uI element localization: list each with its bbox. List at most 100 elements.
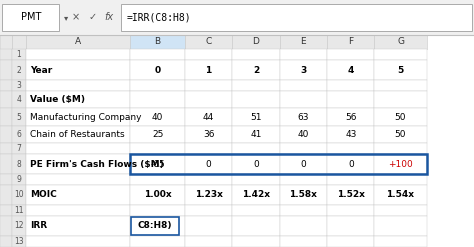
Bar (26, 91, 130, 108)
Bar (0, 35, 474, 247)
Bar (280, 205, 327, 216)
Bar (232, 49, 280, 60)
Text: 5: 5 (17, 113, 21, 122)
Text: 0: 0 (348, 160, 354, 169)
Text: 40: 40 (152, 113, 163, 122)
Bar (327, 143, 374, 154)
Bar (130, 236, 185, 247)
Text: G: G (397, 37, 404, 46)
Bar (232, 60, 280, 80)
Bar (280, 174, 327, 185)
Bar (26, 185, 130, 205)
Bar (280, 154, 327, 174)
Bar (12, 108, 26, 126)
Bar (0, 216, 12, 236)
Bar (130, 80, 185, 91)
Bar (26, 174, 130, 185)
Bar (280, 60, 327, 80)
Bar (185, 216, 232, 236)
Bar (12, 126, 26, 143)
Text: 1.23x: 1.23x (195, 190, 222, 200)
Bar (130, 126, 185, 143)
Text: ✓: ✓ (88, 12, 97, 22)
Text: 2: 2 (17, 66, 21, 75)
Text: PMT: PMT (21, 12, 41, 22)
Text: 7: 7 (17, 144, 21, 153)
Bar (26, 80, 130, 91)
Bar (0, 185, 12, 205)
Bar (232, 143, 280, 154)
FancyBboxPatch shape (131, 217, 179, 235)
Bar (0, 91, 12, 108)
Bar (327, 174, 374, 185)
Bar (374, 35, 427, 49)
Text: 50: 50 (395, 130, 406, 139)
Text: IRR: IRR (30, 221, 47, 230)
Bar (374, 108, 427, 126)
Bar (0, 0, 474, 35)
Bar (12, 205, 26, 216)
Bar (130, 108, 185, 126)
Text: 11: 11 (14, 206, 24, 215)
Bar (327, 126, 374, 143)
Bar (327, 91, 374, 108)
Text: 41: 41 (250, 130, 262, 139)
Bar (374, 126, 427, 143)
Bar (2, 4, 59, 31)
Bar (26, 126, 130, 143)
Text: 3: 3 (300, 66, 307, 75)
Text: 1.42x: 1.42x (242, 190, 270, 200)
Bar (327, 236, 374, 247)
Bar (12, 216, 26, 236)
Bar (280, 80, 327, 91)
Text: D: D (253, 37, 259, 46)
Text: 12: 12 (14, 221, 24, 230)
Bar (26, 205, 130, 216)
Bar (0, 236, 12, 247)
Text: fx: fx (104, 12, 114, 22)
Bar (374, 80, 427, 91)
Bar (12, 154, 26, 174)
Bar (280, 216, 327, 236)
Bar (130, 216, 185, 236)
Bar (185, 108, 232, 126)
Text: 1.58x: 1.58x (290, 190, 317, 200)
Bar (374, 91, 427, 108)
Bar (327, 205, 374, 216)
Text: 1: 1 (17, 50, 21, 59)
Bar (12, 143, 26, 154)
Bar (327, 216, 374, 236)
Text: 3: 3 (17, 81, 21, 90)
Bar (0, 174, 12, 185)
Bar (130, 154, 185, 174)
Bar (12, 49, 26, 60)
Bar (374, 49, 427, 60)
Text: 51: 51 (250, 113, 262, 122)
Text: F: F (348, 37, 353, 46)
Bar (185, 91, 232, 108)
Text: 1: 1 (205, 66, 212, 75)
Text: A: A (75, 37, 81, 46)
Bar (12, 35, 26, 49)
Bar (185, 49, 232, 60)
Bar (0, 143, 12, 154)
Bar (185, 80, 232, 91)
Bar (232, 35, 280, 49)
Text: 2: 2 (253, 66, 259, 75)
Bar (232, 205, 280, 216)
Bar (0, 205, 12, 216)
Bar (185, 185, 232, 205)
Bar (130, 91, 185, 108)
Bar (232, 154, 280, 174)
Bar (185, 154, 232, 174)
Bar (280, 91, 327, 108)
Bar (26, 108, 130, 126)
Bar (374, 236, 427, 247)
Text: 36: 36 (203, 130, 214, 139)
Bar (130, 185, 185, 205)
Bar (0, 49, 12, 60)
Bar (327, 154, 374, 174)
Bar (280, 185, 327, 205)
Text: 40: 40 (298, 130, 309, 139)
Text: 0: 0 (206, 160, 211, 169)
